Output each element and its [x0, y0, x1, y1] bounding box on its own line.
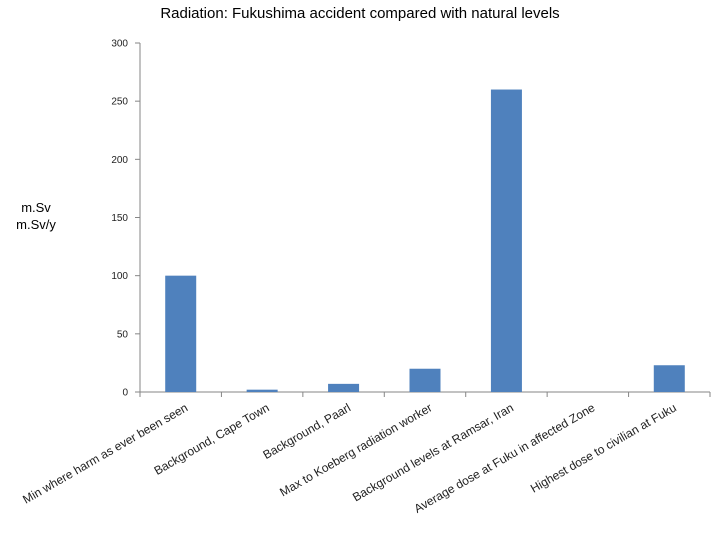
bar	[409, 368, 441, 392]
bar	[490, 89, 522, 393]
x-category-label: Background levels at Ramsar, Iran	[350, 400, 516, 504]
y-tick-label: 50	[117, 329, 129, 340]
y-tick-labels: 0 50 100 150 200 250 300	[111, 39, 128, 399]
y-axis-label: m.Sv m.Sv/y	[6, 199, 66, 233]
y-axis-label-line-1: m.Sv	[21, 200, 51, 215]
y-tick-label: 150	[111, 213, 128, 224]
bar	[165, 275, 197, 392]
y-axis-label-line-2: m.Sv/y	[16, 217, 56, 232]
bar	[653, 365, 685, 392]
y-tick-label: 300	[111, 39, 128, 50]
chart-axes	[135, 42, 711, 397]
y-tick-label: 0	[122, 388, 128, 399]
chart-title: Radiation: Fukushima accident compared w…	[160, 5, 560, 22]
bar	[246, 389, 278, 392]
y-tick-label: 250	[111, 97, 128, 108]
y-tick-label: 100	[111, 271, 128, 282]
x-category-labels: Min where harm as ever been seen Backgrou…	[20, 400, 678, 515]
bar	[328, 383, 360, 392]
x-category-label: Highest dose to civilian at Fuku	[528, 400, 679, 495]
x-category-label: Min where harm as ever been seen	[20, 400, 190, 506]
y-tick-label: 200	[111, 155, 128, 166]
x-category-label: Max to Koeberg radiation worker	[277, 400, 434, 499]
chart-bars	[165, 89, 685, 393]
